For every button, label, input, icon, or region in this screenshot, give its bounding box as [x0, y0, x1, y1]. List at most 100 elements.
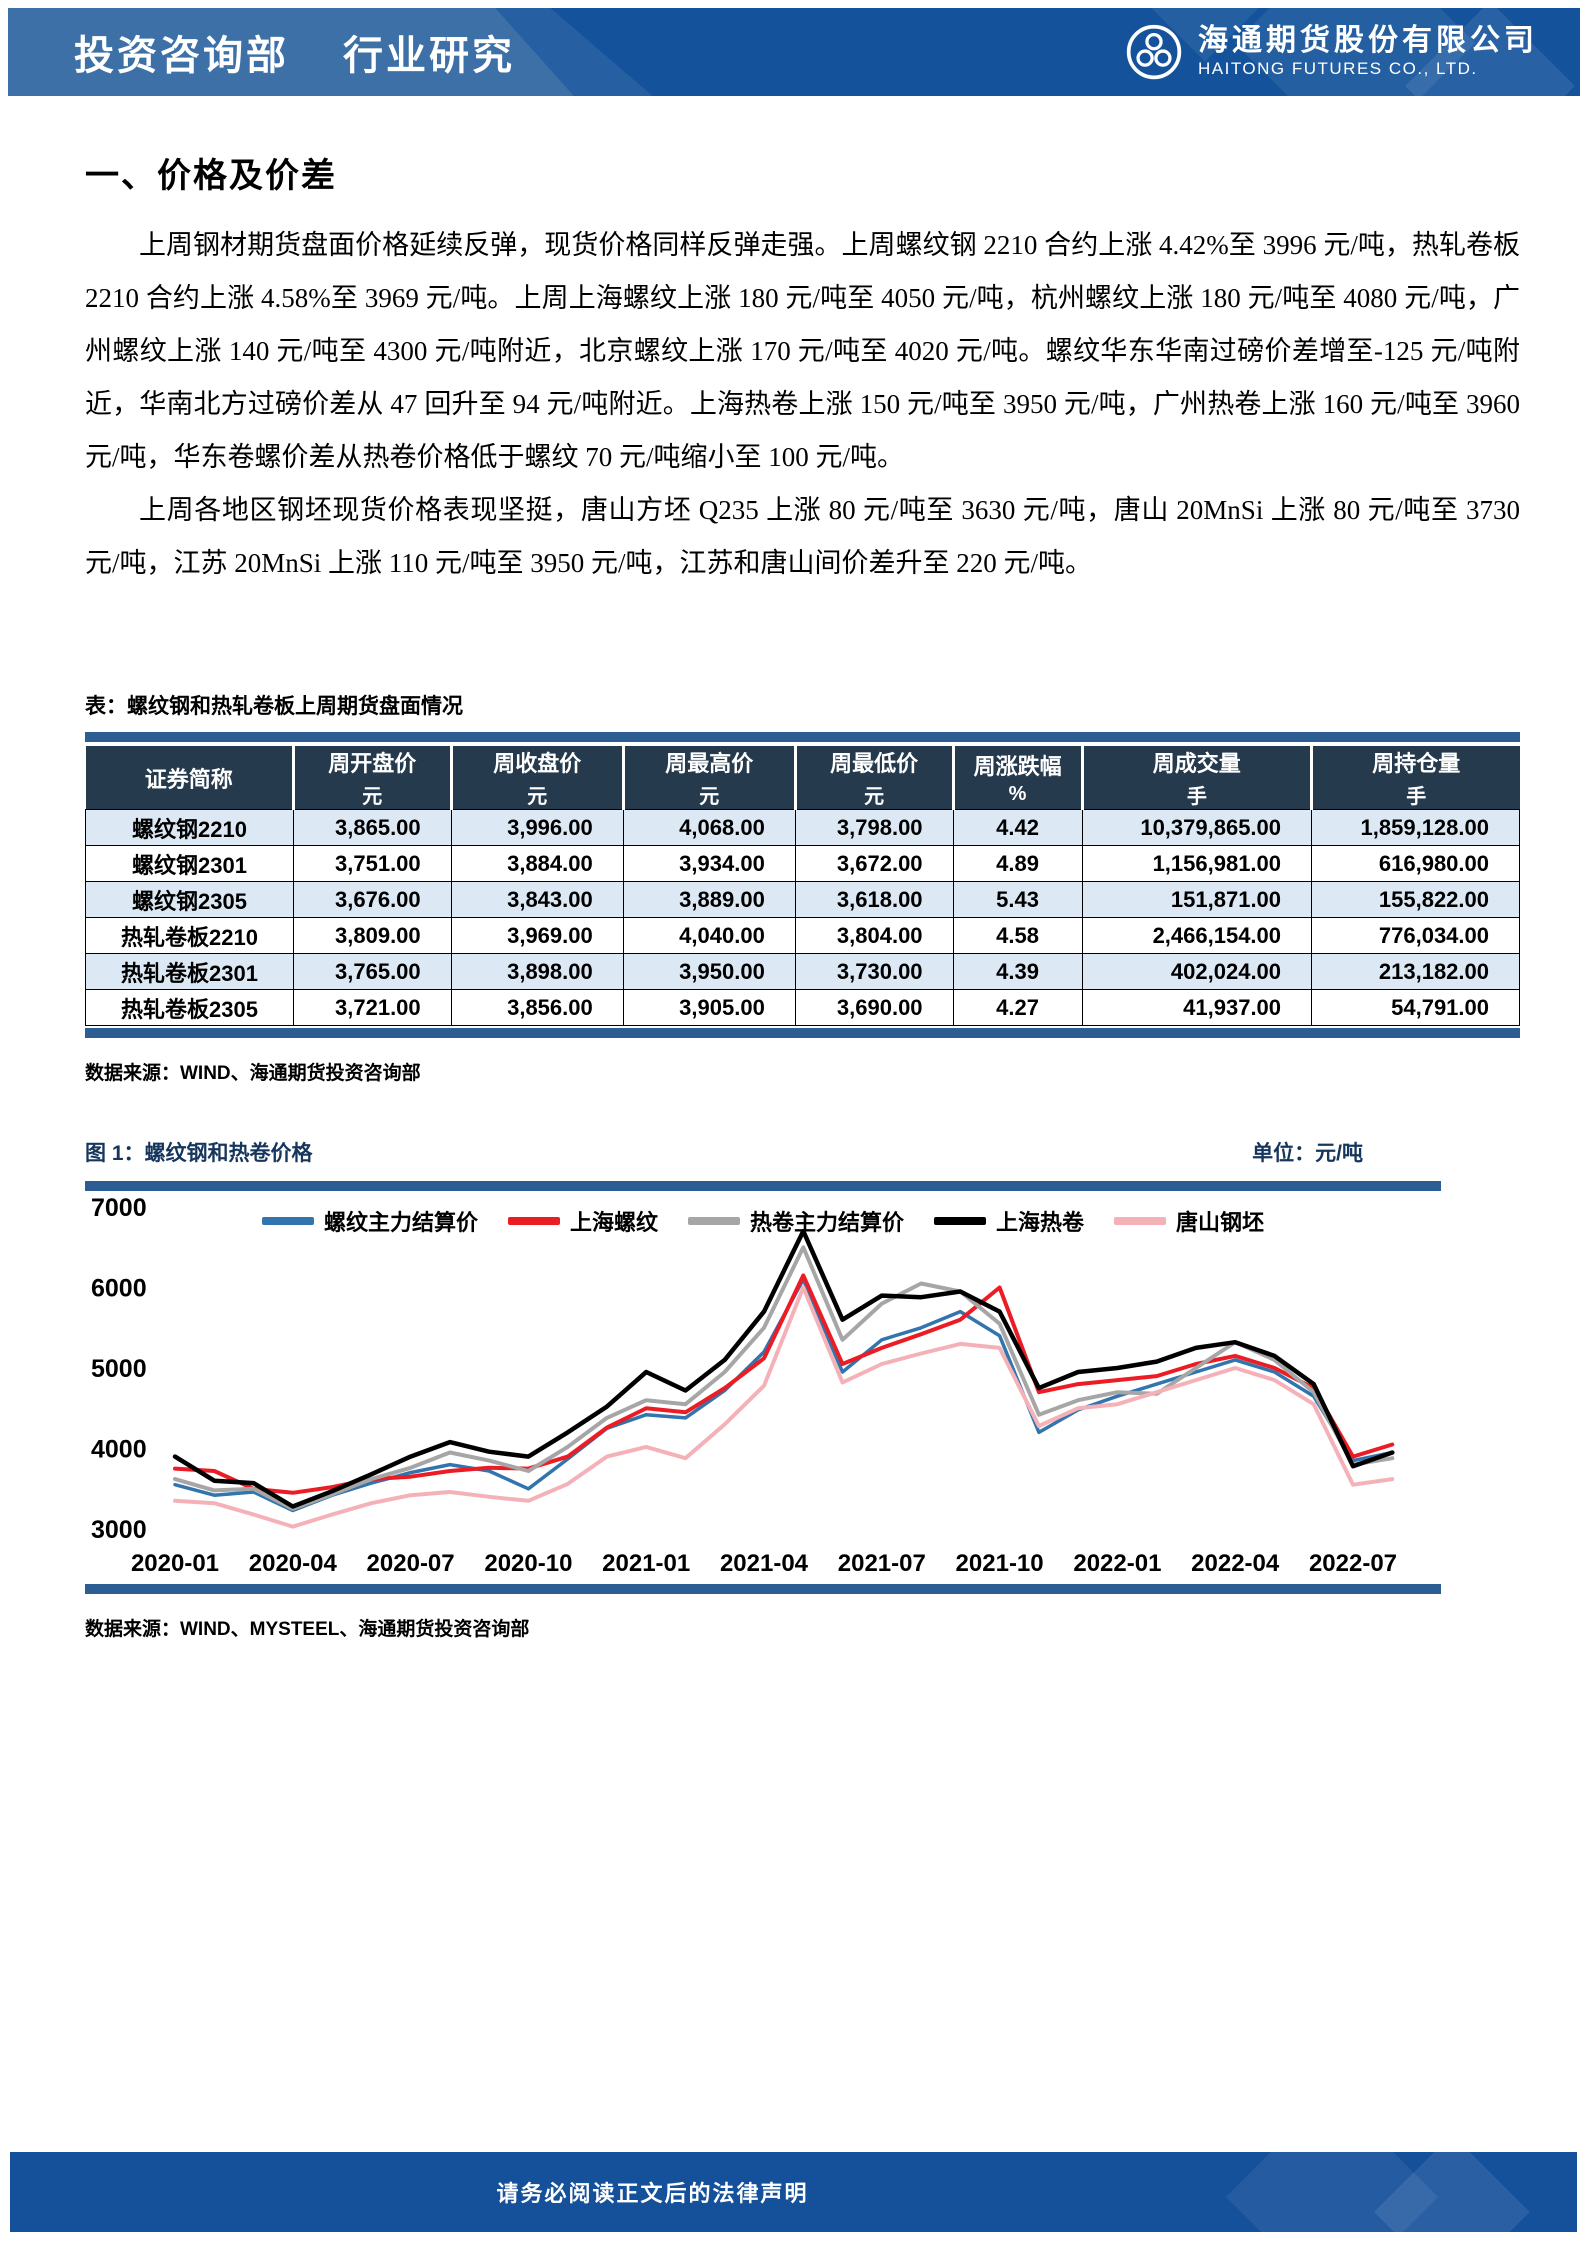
table-cell: 402,024.00 — [1081, 953, 1313, 990]
table-cell: 3,765.00 — [292, 953, 452, 990]
company-name-en: HAITONG FUTURES CO., LTD. — [1198, 58, 1478, 78]
y-axis-tick-label: 5000 — [91, 1355, 147, 1383]
table-row: 热轧卷板2301 3,765.00 3,898.00 3,950.00 3,730.00… — [85, 953, 1520, 990]
table-cell: 热轧卷板2301 — [85, 953, 294, 990]
chart-line-上海热卷 — [172, 1228, 1395, 1509]
x-axis-tick-label: 2021-01 — [602, 1550, 690, 1577]
table-cell: 3,798.00 — [794, 809, 954, 846]
figure-bottom-bar — [85, 1584, 1441, 1594]
table-cell: 热轧卷板2210 — [85, 917, 294, 954]
table-top-bar — [85, 732, 1520, 742]
table-bottom-bar — [85, 1028, 1520, 1038]
table-cell: 4,068.00 — [622, 809, 796, 846]
table-cell: 54,791.00 — [1311, 989, 1520, 1026]
report-content: 一、价格及价差 上周钢材期货盘面价格延续反弹，现货价格同样反弹走强。上周螺纹钢 … — [85, 96, 1520, 1641]
haitong-logo-icon — [1126, 24, 1182, 80]
y-axis-tick-label: 4000 — [91, 1436, 147, 1464]
table-cell: 5.43 — [952, 881, 1083, 918]
table-header-cell: 周成交量手 — [1080, 746, 1312, 810]
figure-unit-label: 单位：元/吨 — [1252, 1142, 1363, 1165]
table-cell: 3,884.00 — [450, 845, 624, 882]
table-cell: 3,751.00 — [292, 845, 452, 882]
futures-table: 证券简称 周开盘价元周收盘价元周最高价元周最低价元周涨跌幅% 周成交量手周持仓量手螺… — [85, 746, 1520, 1026]
haitong-logo: 海通期货股份有限公司 HAITONG FUTURES CO., LTD. — [1124, 22, 1538, 82]
chart-legend: 螺纹主力结算价 上海螺纹 热卷主力结算价 上海热卷 唐山钢坯 — [85, 1205, 1441, 1237]
table-cell: 2,466,154.00 — [1081, 917, 1313, 954]
table-cell: 3,865.00 — [292, 809, 452, 846]
table-cell: 3,804.00 — [794, 917, 954, 954]
table-cell: 3,809.00 — [292, 917, 452, 954]
table-cell: 3,672.00 — [794, 845, 954, 882]
y-axis-tick-label: 6000 — [91, 1275, 147, 1303]
table-cell: 3,950.00 — [622, 953, 796, 990]
doc-type-label: 行业研究 — [343, 34, 515, 78]
table-cell: 3,690.00 — [794, 989, 954, 1026]
footer-disclaimer: 请务必阅读正文后的法律声明 — [496, 2181, 809, 2206]
legend-label: 热卷主力结算价 — [749, 1210, 904, 1235]
y-axis-tick-label: 3000 — [91, 1516, 147, 1544]
x-axis-tick-label: 2020-04 — [249, 1550, 338, 1577]
legend-swatch — [1114, 1217, 1167, 1225]
table-cell: 10,379,865.00 — [1081, 809, 1313, 846]
table-row: 热轧卷板2210 3,809.00 3,969.00 4,040.00 3,804.00… — [85, 917, 1520, 954]
table-cell: 4,040.00 — [622, 917, 796, 954]
figure-top-bar — [85, 1181, 1441, 1191]
x-axis-tick-label: 2021-07 — [838, 1550, 926, 1577]
table-cell: 213,182.00 — [1311, 953, 1520, 990]
table-cell: 螺纹钢2301 — [85, 845, 294, 882]
page-header-banner: 投资咨询部 行业研究 海通期货股份有限公司 HAITONG FUTURES CO… — [8, 8, 1580, 96]
x-axis-tick-label: 2022-07 — [1309, 1550, 1397, 1577]
table-header-cell: 周最高价元 — [621, 746, 796, 810]
table-header-cell: 周收盘价元 — [449, 746, 624, 810]
banner-light-panel — [8, 8, 574, 96]
legend-label: 唐山钢坯 — [1176, 1210, 1265, 1235]
table-cell: 3,969.00 — [450, 917, 624, 954]
table-cell: 155,822.00 — [1311, 881, 1520, 918]
x-axis-tick-label: 2021-04 — [720, 1550, 809, 1577]
table-cell: 4.42 — [952, 809, 1083, 846]
figure-caption: 图 1：螺纹钢和热卷价格 — [85, 1142, 313, 1165]
table-cell: 776,034.00 — [1311, 917, 1520, 954]
table-cell: 3,856.00 — [450, 989, 624, 1026]
legend-label: 上海热卷 — [996, 1210, 1085, 1235]
y-axis-tick-label: 7000 — [91, 1194, 147, 1222]
x-axis-tick-label: 2020-01 — [131, 1550, 219, 1577]
table-cell: 1,156,981.00 — [1081, 845, 1313, 882]
x-axis-tick-label: 2020-10 — [484, 1550, 572, 1577]
table-cell: 4.89 — [952, 845, 1083, 882]
table-cell: 1,859,128.00 — [1311, 809, 1520, 846]
table-header-cell: 证券简称 — [85, 746, 294, 810]
chart-line-唐山钢坯 — [173, 1285, 1395, 1529]
table-cell: 螺纹钢2305 — [85, 881, 294, 918]
banner-titles: 投资咨询部 行业研究 — [74, 23, 515, 81]
table-cell: 3,898.00 — [450, 953, 624, 990]
table-cell: 3,996.00 — [450, 809, 624, 846]
table-header-cell: 周开盘价元 — [291, 746, 452, 810]
futures-table-block: 证券简称 周开盘价元周收盘价元周最高价元周最低价元周涨跌幅% 周成交量手周持仓量手螺… — [85, 732, 1520, 1038]
table-cell: 3,618.00 — [794, 881, 954, 918]
legend-item: 上海热卷 — [934, 1205, 1084, 1237]
table-cell: 3,905.00 — [622, 989, 796, 1026]
body-paragraph: 上周钢材期货盘面价格延续反弹，现货价格同样反弹走强。上周螺纹钢 2210 合约上… — [85, 230, 1520, 472]
table-row: 热轧卷板2305 3,721.00 3,856.00 3,905.00 3,690.00… — [85, 989, 1520, 1026]
chart-line-上海螺纹 — [173, 1273, 1395, 1495]
department-label: 投资咨询部 — [74, 34, 289, 78]
table-cell: 3,889.00 — [622, 881, 796, 918]
table-header-cell: 周涨跌幅% — [951, 746, 1083, 810]
table-cell: 3,676.00 — [292, 881, 452, 918]
table-cell: 4.58 — [952, 917, 1083, 954]
table-cell: 3,934.00 — [622, 845, 796, 882]
table-cell: 3,843.00 — [450, 881, 624, 918]
table-cell: 4.27 — [952, 989, 1083, 1026]
company-name-cn: 海通期货股份有限公司 — [1198, 24, 1538, 58]
legend-swatch — [507, 1217, 560, 1225]
figure-caption-row: 图 1：螺纹钢和热卷价格 单位：元/吨 — [85, 1137, 1441, 1167]
price-chart: 螺纹主力结算价 上海螺纹 热卷主力结算价 上海热卷 唐山钢坯 7000 6000 5000 4… — [85, 1191, 1441, 1584]
footer-bar: 请务必阅读正文后的法律声明 — [10, 2152, 1577, 2232]
x-axis-tick-label: 2022-01 — [1073, 1550, 1161, 1577]
table-cell: 螺纹钢2210 — [85, 809, 294, 846]
table-source-note: 数据来源：WIND、海通期货投资咨询部 — [85, 1063, 421, 1084]
table-header-cell: 周持仓量手 — [1310, 746, 1520, 810]
chart-line-热卷主力结算价 — [173, 1245, 1395, 1511]
x-axis-tick-label: 2022-04 — [1191, 1550, 1280, 1577]
